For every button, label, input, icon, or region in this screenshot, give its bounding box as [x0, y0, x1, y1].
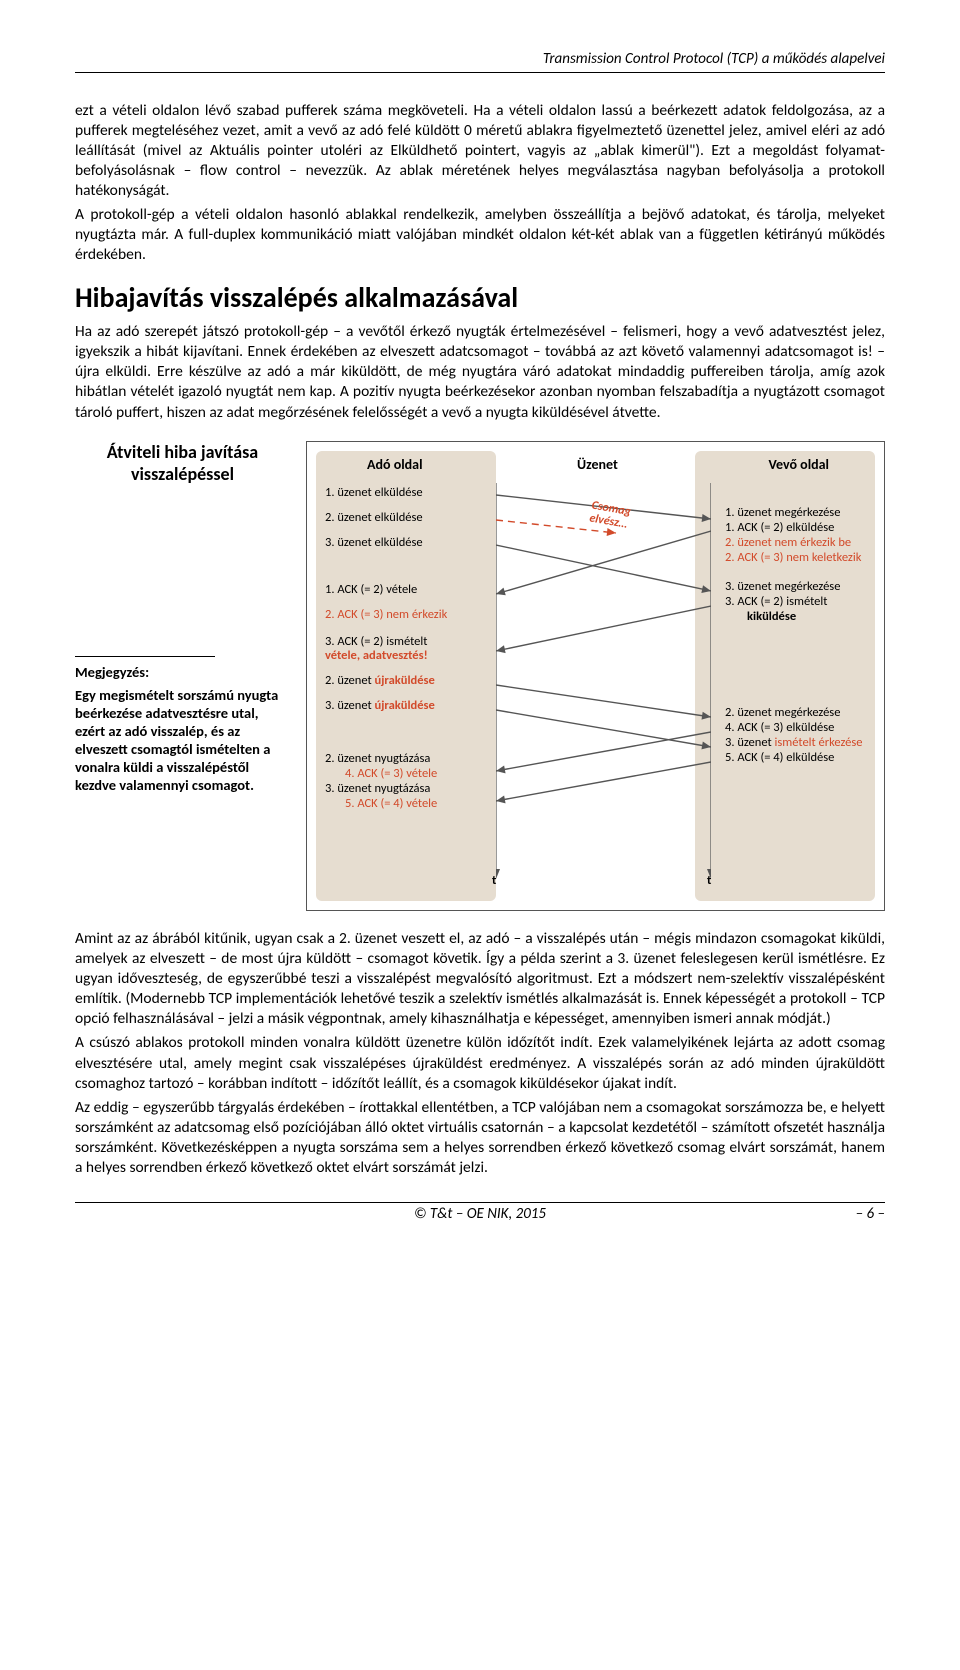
- paragraph-2: A protokoll-gép a vételi oldalon hasonló…: [75, 205, 885, 265]
- receiver-event: 5. ACK (= 4) elküldése: [725, 751, 834, 765]
- receiver-event: 2. ACK (= 3) nem keletkezik: [725, 551, 861, 565]
- paragraph-5: A csúszó ablakos protokoll minden vonalr…: [75, 1033, 885, 1093]
- paragraph-3: Ha az adó szerepét játszó protokoll-gép …: [75, 322, 885, 423]
- figure-title: Átviteli hiba javítása visszalépéssel: [75, 441, 290, 486]
- page-footer: © T&t – OE NIK, 2015 – 6 –: [75, 1202, 885, 1225]
- sender-event: 3. üzenet újraküldése: [325, 699, 435, 713]
- receiver-event: 3. ACK (= 2) ismételt: [725, 595, 827, 609]
- time-axis-label: t: [492, 874, 496, 888]
- sender-event: 2. ACK (= 3) nem érkezik: [325, 608, 447, 622]
- figure-row: Átviteli hiba javítása visszalépéssel Me…: [75, 441, 885, 911]
- time-axis-label: t: [707, 874, 711, 888]
- sender-event: 1. ACK (= 2) vétele: [325, 583, 417, 597]
- note-label: Megjegyzés:: [75, 663, 290, 682]
- svg-text:Csomagelvész…: Csomagelvész…: [588, 498, 632, 532]
- sender-event: 2. üzenet újraküldése: [325, 674, 435, 688]
- receiver-event: 3. üzenet megérkezése: [725, 580, 840, 594]
- sender-event: vétele, adatvesztés!: [325, 649, 428, 663]
- section-heading: Hibajavítás visszalépés alkalmazásával: [75, 280, 885, 316]
- message-lines: Csomagelvész…: [496, 451, 711, 903]
- sender-event: 2. üzenet elküldése: [325, 511, 423, 525]
- sender-event: 3. üzenet nyugtázása: [325, 782, 430, 796]
- receiver-event: 1. ACK (= 2) elküldése: [725, 521, 834, 535]
- footer-center: © T&t – OE NIK, 2015: [414, 1205, 546, 1223]
- receiver-event: 1. üzenet megérkezése: [725, 506, 840, 520]
- receiver-event: 3. üzenet ismételt érkezése: [725, 736, 863, 750]
- page-header: Transmission Control Protocol (TCP) a mű…: [75, 50, 885, 73]
- message-header: Üzenet: [577, 456, 618, 474]
- note-separator: [75, 656, 215, 657]
- paragraph-1: ezt a vételi oldalon lévő szabad puffere…: [75, 101, 885, 202]
- sender-event: 4. ACK (= 3) vétele: [345, 767, 437, 781]
- sender-event: 1. üzenet elküldése: [325, 486, 423, 500]
- sender-event: 2. üzenet nyugtázása: [325, 752, 430, 766]
- receiver-header: Vevő oldal: [768, 456, 829, 474]
- sequence-diagram: Csomagelvész… Adó oldal Üzenet Vevő oldal 1.…: [306, 441, 885, 911]
- receiver-event: kiküldése: [747, 610, 796, 624]
- paragraph-4: Amint az az ábrából kitűnik, ugyan csak …: [75, 929, 885, 1030]
- figure-caption-column: Átviteli hiba javítása visszalépéssel Me…: [75, 441, 290, 911]
- note-body: Egy megismételt sorszámú nyugta beérkezé…: [75, 686, 290, 795]
- footer-page-number: – 6 –: [856, 1205, 885, 1225]
- sender-event: 3. ACK (= 2) ismételt: [325, 635, 427, 649]
- sender-event: 3. üzenet elküldése: [325, 536, 423, 550]
- receiver-event: 2. üzenet nem érkezik be: [725, 536, 851, 550]
- sender-event: 5. ACK (= 4) vétele: [345, 797, 437, 811]
- receiver-event: 2. üzenet megérkezése: [725, 706, 840, 720]
- paragraph-6: Az eddig – egyszerűbb tárgyalás érdekébe…: [75, 1098, 885, 1179]
- receiver-event: 4. ACK (= 3) elküldése: [725, 721, 834, 735]
- sender-header: Adó oldal: [367, 456, 423, 474]
